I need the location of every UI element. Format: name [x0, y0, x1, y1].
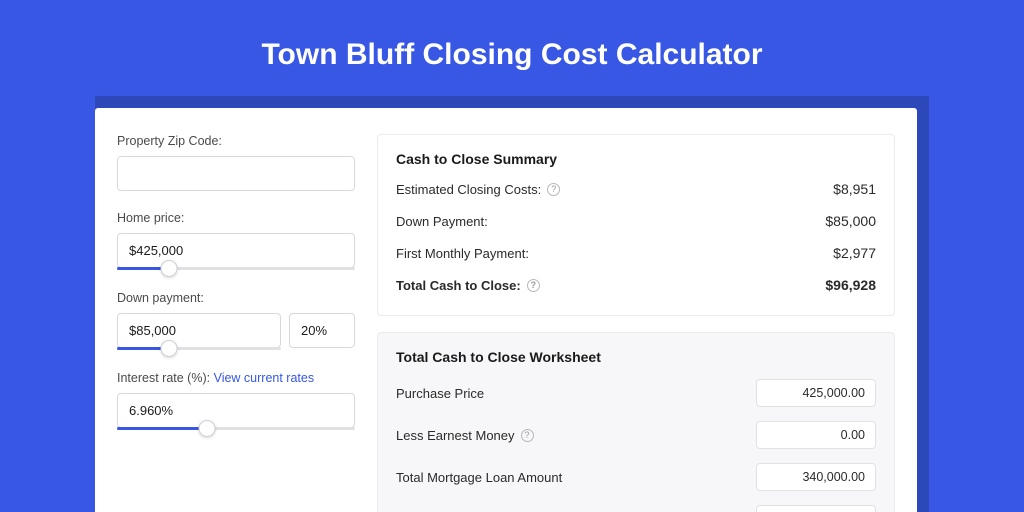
interest-field-group: Interest rate (%): View current rates — [117, 371, 355, 431]
down-payment-label: Down payment: — [117, 291, 355, 305]
home-price-slider[interactable] — [117, 267, 355, 271]
worksheet-row-label: Less Earnest Money? — [396, 428, 534, 443]
summary-row: First Monthly Payment: $2,977 — [396, 245, 876, 261]
worksheet-row-input[interactable] — [756, 505, 876, 512]
summary-row: Estimated Closing Costs:? $8,951 — [396, 181, 876, 197]
down-payment-field-group: Down payment: — [117, 291, 355, 351]
summary-row-value: $85,000 — [825, 213, 876, 229]
card-shadow-wrap: Property Zip Code: Home price: Down paym… — [95, 96, 929, 512]
worksheet-row-input[interactable] — [756, 421, 876, 449]
summary-row-label: First Monthly Payment: — [396, 246, 529, 261]
worksheet-row-label: Purchase Price — [396, 386, 484, 401]
interest-label-line: Interest rate (%): View current rates — [117, 371, 355, 385]
slider-thumb[interactable] — [199, 420, 216, 437]
slider-fill — [117, 427, 207, 430]
page-title: Town Bluff Closing Cost Calculator — [0, 0, 1024, 96]
down-payment-input[interactable] — [117, 313, 281, 348]
worksheet-panel: Total Cash to Close Worksheet Purchase P… — [377, 332, 895, 512]
summary-row-label: Total Cash to Close:? — [396, 278, 540, 293]
summary-title: Cash to Close Summary — [396, 151, 876, 167]
help-icon[interactable]: ? — [521, 429, 534, 442]
summary-row: Total Cash to Close:? $96,928 — [396, 277, 876, 293]
worksheet-row-input[interactable] — [756, 463, 876, 491]
home-price-label: Home price: — [117, 211, 355, 225]
summary-row-label-text: Down Payment: — [396, 214, 488, 229]
inputs-column: Property Zip Code: Home price: Down paym… — [117, 134, 355, 512]
worksheet-row-label: Total Mortgage Loan Amount — [396, 470, 562, 485]
worksheet-row-input[interactable] — [756, 379, 876, 407]
summary-row: Down Payment: $85,000 — [396, 213, 876, 229]
worksheet-row: Purchase Price — [396, 379, 876, 407]
summary-row-label-text: Estimated Closing Costs: — [396, 182, 541, 197]
results-column: Cash to Close Summary Estimated Closing … — [377, 134, 895, 512]
slider-thumb[interactable] — [161, 340, 178, 357]
down-payment-slider[interactable] — [117, 347, 281, 351]
summary-rows: Estimated Closing Costs:? $8,951 Down Paym… — [396, 181, 876, 293]
worksheet-rows: Purchase Price Less Earnest Money? Total M… — [396, 379, 876, 512]
summary-row-label-text: Total Cash to Close: — [396, 278, 521, 293]
summary-row-value: $96,928 — [825, 277, 876, 293]
zip-field-group: Property Zip Code: — [117, 134, 355, 191]
help-icon[interactable]: ? — [547, 183, 560, 196]
interest-slider[interactable] — [117, 427, 355, 431]
down-payment-row — [117, 313, 355, 348]
worksheet-row-label-text: Total Mortgage Loan Amount — [396, 470, 562, 485]
worksheet-row: Total Second Mortgage Amount? — [396, 505, 876, 512]
summary-row-value: $2,977 — [833, 245, 876, 261]
interest-label: Interest rate (%): — [117, 371, 210, 385]
down-payment-pct-input[interactable] — [289, 313, 355, 348]
interest-input[interactable] — [117, 393, 355, 428]
summary-row-label: Down Payment: — [396, 214, 488, 229]
summary-row-value: $8,951 — [833, 181, 876, 197]
view-rates-link[interactable]: View current rates — [214, 371, 315, 385]
slider-thumb[interactable] — [161, 260, 178, 277]
calculator-card: Property Zip Code: Home price: Down paym… — [95, 108, 917, 512]
worksheet-title: Total Cash to Close Worksheet — [396, 349, 876, 365]
worksheet-row: Less Earnest Money? — [396, 421, 876, 449]
summary-row-label: Estimated Closing Costs:? — [396, 182, 560, 197]
summary-panel: Cash to Close Summary Estimated Closing … — [377, 134, 895, 316]
worksheet-row-label-text: Purchase Price — [396, 386, 484, 401]
home-price-field-group: Home price: — [117, 211, 355, 271]
zip-input[interactable] — [117, 156, 355, 191]
worksheet-row: Total Mortgage Loan Amount — [396, 463, 876, 491]
help-icon[interactable]: ? — [527, 279, 540, 292]
zip-label: Property Zip Code: — [117, 134, 355, 148]
home-price-input[interactable] — [117, 233, 355, 268]
worksheet-row-label-text: Less Earnest Money — [396, 428, 515, 443]
summary-row-label-text: First Monthly Payment: — [396, 246, 529, 261]
